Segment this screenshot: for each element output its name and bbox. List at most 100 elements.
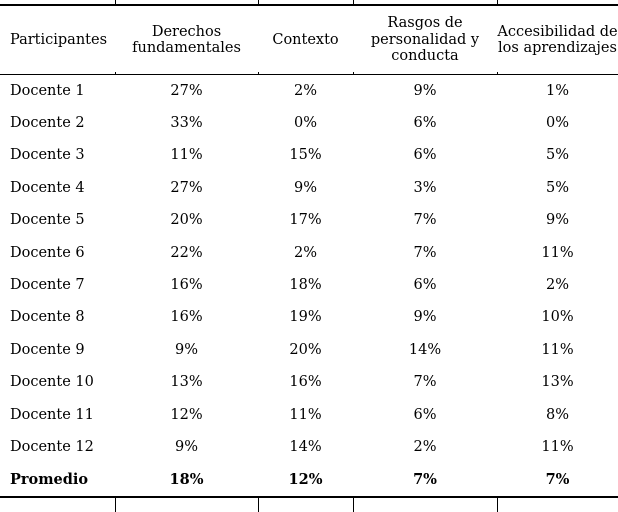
value-cell: 10%: [541, 309, 574, 326]
participant-cell: Promedio: [10, 470, 89, 488]
value-cell: 33%: [170, 115, 203, 132]
col-header-contexto: Contexto: [272, 31, 339, 48]
value-cell: 27%: [170, 179, 203, 196]
table-row: Docente 8 16% 19% 9% 10%: [0, 301, 618, 333]
value-cell: 15%: [289, 147, 322, 164]
value-cell: 3%: [413, 179, 437, 196]
column-divider-stub: [497, 498, 499, 512]
value-cell: 22%: [170, 244, 203, 261]
participant-cell: Docente 12: [10, 438, 94, 455]
value-cell: 20%: [289, 341, 322, 358]
table-row: Docente 9 9% 20% 14% 11%: [0, 334, 618, 366]
value-cell: 8%: [545, 406, 569, 423]
value-cell: 17%: [289, 212, 322, 229]
value-cell: 11%: [541, 438, 574, 455]
value-cell: 7%: [413, 244, 437, 261]
value-cell: 9%: [413, 82, 437, 99]
table-row: Docente 11 12% 11% 6% 8%: [0, 398, 618, 430]
value-cell: 6%: [413, 277, 437, 294]
table-row: Docente 7 16% 18% 6% 2%: [0, 269, 618, 301]
value-cell: 9%: [174, 438, 198, 455]
col-header-accesibilidad: Accesibilidad de los aprendizajes: [497, 23, 618, 56]
participant-cell: Docente 2: [10, 115, 85, 132]
value-cell: 7%: [413, 470, 437, 488]
value-cell: 6%: [413, 147, 437, 164]
value-cell: 18%: [169, 470, 204, 488]
col-header-rasgos-personalidad: Rasgos de personalidad y conducta: [370, 15, 480, 64]
value-cell: 13%: [170, 374, 203, 391]
value-cell: 16%: [170, 277, 203, 294]
value-cell: 7%: [413, 212, 437, 229]
value-cell: 2%: [293, 82, 317, 99]
column-divider-stub: [115, 72, 117, 75]
value-cell: 9%: [413, 309, 437, 326]
table-row: Docente 3 11% 15% 6% 5%: [0, 139, 618, 171]
value-cell: 9%: [545, 212, 569, 229]
table-row: Docente 5 20% 17% 7% 9%: [0, 204, 618, 236]
column-divider-stub: [258, 498, 260, 512]
value-cell: 1%: [545, 82, 569, 99]
value-cell: 11%: [170, 147, 203, 164]
value-cell: 9%: [293, 179, 317, 196]
value-cell: 5%: [545, 179, 569, 196]
col-header-derechos-fundamentales: Derechos fundamentales: [132, 23, 241, 56]
value-cell: 7%: [413, 374, 437, 391]
table-row: Docente 12 9% 14% 2% 11%: [0, 431, 618, 463]
participant-cell: Docente 9: [10, 341, 85, 358]
table-body: Docente 1 27% 2% 9% 1% Docente 2 33% 0% …: [0, 74, 618, 497]
value-cell: 9%: [174, 341, 198, 358]
table-row: Docente 4 27% 9% 3% 5%: [0, 172, 618, 204]
header-row: Participantes Derechos fundamentales Con…: [0, 5, 618, 74]
column-divider-stub: [497, 72, 499, 75]
value-cell: 19%: [289, 309, 322, 326]
value-cell: 5%: [545, 147, 569, 164]
value-cell: 2%: [413, 438, 437, 455]
participant-cell: Docente 1: [10, 82, 85, 99]
value-cell: 11%: [289, 406, 322, 423]
table-row: Docente 1 27% 2% 9% 1%: [0, 74, 618, 107]
value-cell: 0%: [545, 115, 569, 132]
participant-cell: Docente 11: [10, 406, 94, 423]
value-cell: 2%: [293, 244, 317, 261]
participant-cell: Docente 5: [10, 212, 85, 229]
value-cell: 11%: [541, 341, 574, 358]
participant-cell: Docente 7: [10, 277, 85, 294]
value-cell: 0%: [293, 115, 317, 132]
table-row: Promedio 18% 12% 7% 7%: [0, 463, 618, 496]
column-divider-stub: [353, 72, 355, 75]
value-cell: 7%: [545, 470, 570, 488]
value-cell: 16%: [289, 374, 322, 391]
column-divider-stub: [258, 72, 260, 75]
value-cell: 12%: [288, 470, 323, 488]
value-cell: 27%: [170, 82, 203, 99]
participant-cell: Docente 4: [10, 179, 85, 196]
participant-cell: Docente 3: [10, 147, 85, 164]
column-divider-stub: [258, 0, 260, 5]
value-cell: 11%: [541, 244, 574, 261]
value-cell: 6%: [413, 115, 437, 132]
column-divider-stub: [353, 0, 355, 5]
table-row: Docente 6 22% 2% 7% 11%: [0, 236, 618, 268]
value-cell: 6%: [413, 406, 437, 423]
table-row: Docente 10 13% 16% 7% 13%: [0, 366, 618, 398]
value-cell: 2%: [545, 277, 569, 294]
results-table: Participantes Derechos fundamentales Con…: [0, 4, 618, 498]
value-cell: 14%: [289, 438, 322, 455]
table-header: Participantes Derechos fundamentales Con…: [0, 5, 618, 74]
value-cell: 14%: [408, 341, 442, 358]
column-divider-stub: [115, 0, 117, 5]
value-cell: 16%: [170, 309, 203, 326]
participant-cell: Docente 8: [10, 309, 85, 326]
column-divider-stub: [353, 498, 355, 512]
value-cell: 18%: [289, 277, 322, 294]
value-cell: 12%: [170, 406, 203, 423]
value-cell: 13%: [541, 374, 574, 391]
column-divider-stub: [115, 498, 117, 512]
table-row: Docente 2 33% 0% 6% 0%: [0, 107, 618, 139]
participant-cell: Docente 6: [10, 244, 85, 261]
column-divider-stub: [497, 0, 499, 5]
col-header-participantes: Participantes: [10, 31, 108, 48]
participant-cell: Docente 10: [10, 374, 94, 391]
value-cell: 20%: [170, 212, 203, 229]
